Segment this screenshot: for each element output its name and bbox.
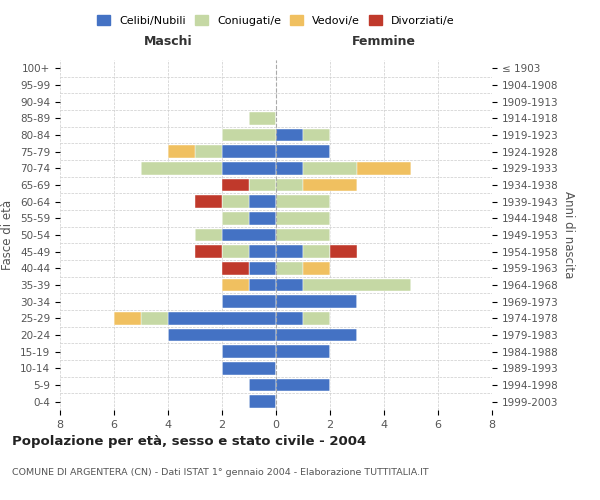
Bar bbox=[303, 279, 411, 291]
Legend: Celibi/Nubili, Coniugati/e, Vedovi/e, Divorziati/e: Celibi/Nubili, Coniugati/e, Vedovi/e, Di… bbox=[93, 10, 459, 30]
Bar bbox=[249, 279, 276, 291]
Bar bbox=[276, 329, 357, 341]
Bar bbox=[276, 162, 303, 174]
Bar bbox=[222, 346, 276, 358]
Bar bbox=[249, 112, 276, 124]
Text: Femmine: Femmine bbox=[352, 36, 416, 49]
Bar bbox=[276, 146, 330, 158]
Bar bbox=[276, 229, 330, 241]
Bar bbox=[222, 229, 276, 241]
Bar bbox=[141, 162, 222, 174]
Bar bbox=[249, 212, 276, 224]
Bar bbox=[276, 379, 330, 391]
Bar bbox=[276, 212, 330, 224]
Text: Popolazione per età, sesso e stato civile - 2004: Popolazione per età, sesso e stato civil… bbox=[12, 435, 366, 448]
Bar bbox=[222, 262, 249, 274]
Bar bbox=[222, 362, 276, 374]
Bar bbox=[141, 312, 168, 324]
Bar bbox=[303, 246, 330, 258]
Bar bbox=[330, 246, 357, 258]
Bar bbox=[195, 246, 222, 258]
Bar bbox=[222, 196, 249, 208]
Bar bbox=[357, 162, 411, 174]
Bar bbox=[249, 196, 276, 208]
Bar bbox=[276, 246, 303, 258]
Bar bbox=[168, 329, 276, 341]
Bar bbox=[222, 162, 276, 174]
Bar bbox=[195, 196, 222, 208]
Bar bbox=[276, 312, 303, 324]
Bar bbox=[195, 229, 222, 241]
Text: Maschi: Maschi bbox=[143, 36, 193, 49]
Y-axis label: Anni di nascita: Anni di nascita bbox=[562, 192, 575, 278]
Bar bbox=[222, 179, 249, 192]
Bar bbox=[249, 179, 276, 192]
Bar bbox=[222, 146, 276, 158]
Bar bbox=[222, 246, 249, 258]
Bar bbox=[168, 146, 195, 158]
Bar bbox=[222, 296, 276, 308]
Bar bbox=[249, 246, 276, 258]
Bar bbox=[303, 129, 330, 141]
Bar bbox=[249, 396, 276, 408]
Bar bbox=[276, 296, 357, 308]
Y-axis label: Fasce di età: Fasce di età bbox=[1, 200, 14, 270]
Bar bbox=[303, 262, 330, 274]
Bar bbox=[222, 279, 249, 291]
Bar bbox=[276, 262, 303, 274]
Bar bbox=[249, 262, 276, 274]
Bar bbox=[276, 346, 330, 358]
Bar bbox=[303, 162, 357, 174]
Bar bbox=[276, 279, 303, 291]
Bar bbox=[222, 129, 276, 141]
Bar bbox=[222, 212, 249, 224]
Bar bbox=[303, 179, 357, 192]
Bar bbox=[276, 129, 303, 141]
Bar bbox=[276, 196, 330, 208]
Bar bbox=[303, 312, 330, 324]
Text: COMUNE DI ARGENTERA (CN) - Dati ISTAT 1° gennaio 2004 - Elaborazione TUTTITALIA.: COMUNE DI ARGENTERA (CN) - Dati ISTAT 1°… bbox=[12, 468, 428, 477]
Bar bbox=[114, 312, 141, 324]
Bar bbox=[249, 379, 276, 391]
Bar bbox=[195, 146, 222, 158]
Bar bbox=[276, 179, 303, 192]
Bar bbox=[168, 312, 276, 324]
